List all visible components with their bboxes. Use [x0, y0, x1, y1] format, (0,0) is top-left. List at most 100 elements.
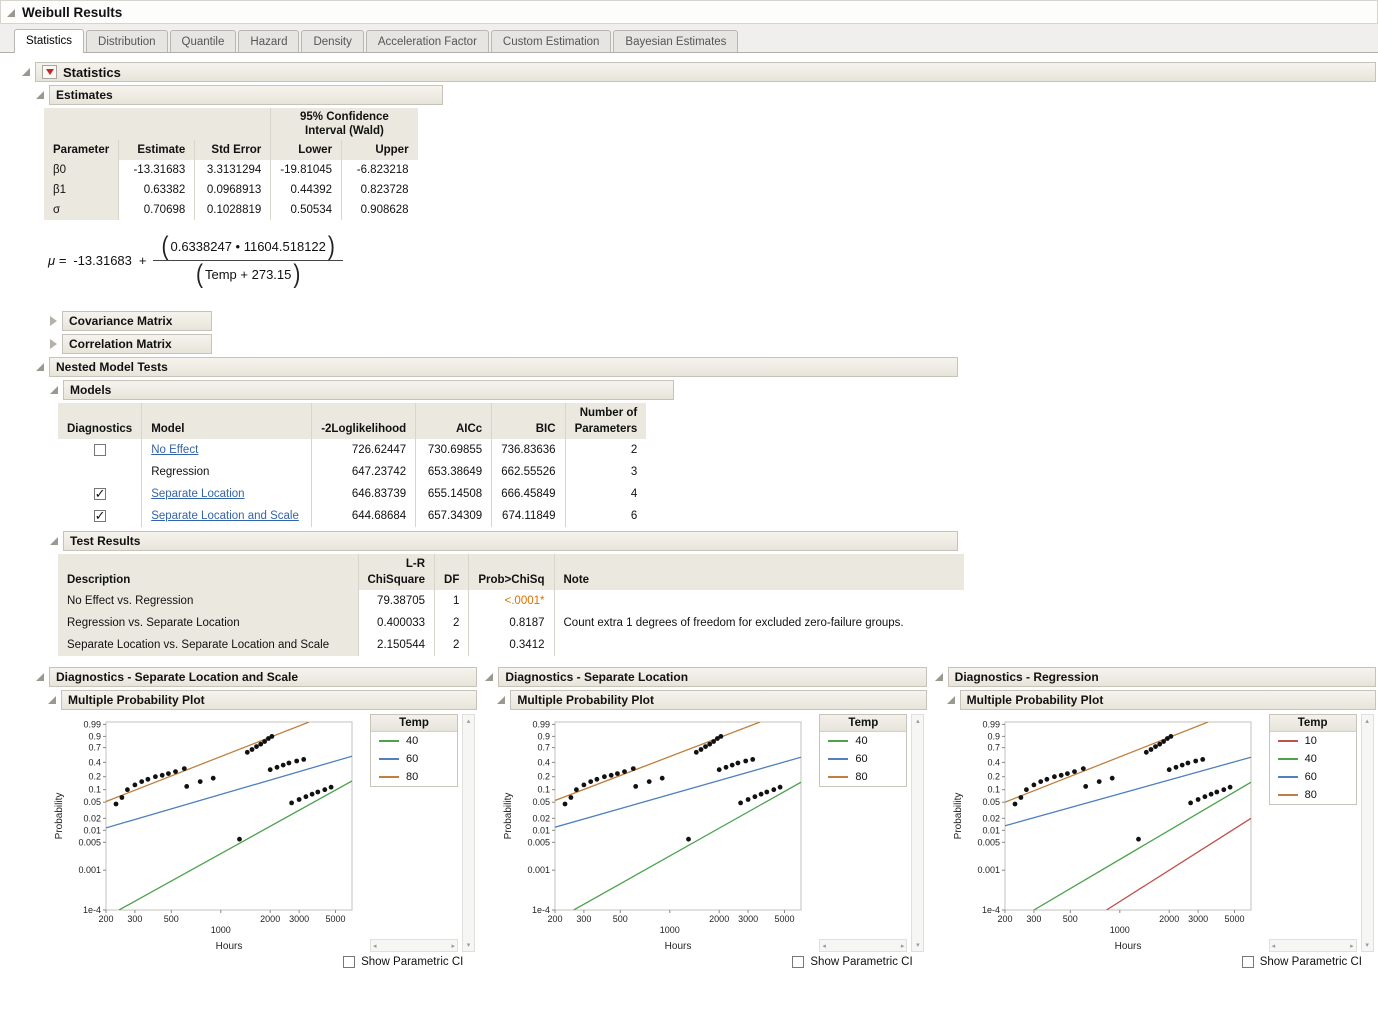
svg-text:Probability: Probability: [503, 793, 514, 840]
disclosure-triangle-icon[interactable]: [946, 696, 955, 704]
svg-text:Probability: Probability: [953, 793, 964, 840]
table-row: Regression vs. Separate Location 0.40003…: [58, 612, 964, 634]
tab-density[interactable]: Density: [301, 30, 364, 52]
probability-plot-svg[interactable]: 0.99 0.9 0.7 0.4 0.2 0.1 0.05 0.02 0.01 0.005 0.00…: [497, 714, 809, 952]
model-link[interactable]: Separate Location and Scale: [151, 510, 299, 522]
svg-text:1000: 1000: [660, 925, 680, 935]
red-triangle-menu-icon[interactable]: [42, 65, 57, 79]
diagnostics-checkbox[interactable]: [93, 485, 106, 503]
disclosure-triangle-icon[interactable]: [36, 363, 44, 371]
svg-text:2000: 2000: [710, 914, 730, 924]
probability-plot-svg[interactable]: 0.99 0.9 0.7 0.4 0.2 0.1 0.05 0.02 0.01 0.005 0.00…: [48, 714, 360, 952]
prob-value: 0.8187: [509, 617, 545, 629]
probability-plot[interactable]: 0.99 0.9 0.7 0.4 0.2 0.1 0.05 0.02 0.01 0.005 0.00…: [947, 714, 1259, 952]
tab-custom-estimation[interactable]: Custom Estimation: [490, 30, 612, 52]
svg-text:500: 500: [1062, 914, 1077, 924]
scroll-left-icon[interactable]: ◂: [822, 942, 826, 950]
scroll-right-icon[interactable]: ▸: [900, 942, 905, 950]
scroll-down-icon[interactable]: ▾: [916, 942, 920, 949]
svg-text:3000: 3000: [289, 914, 309, 924]
legend-title: Temp: [371, 715, 457, 732]
table-row: β1 0.63382 0.0968913 0.44392 0.823728: [44, 180, 418, 200]
scroll-right-icon[interactable]: ▸: [451, 942, 455, 950]
svg-text:0.7: 0.7: [987, 743, 1000, 753]
disclosure-triangle-icon[interactable]: [50, 537, 58, 545]
diagnostics-checkbox[interactable]: [93, 507, 106, 525]
scroll-down-icon[interactable]: ▾: [466, 942, 471, 949]
diagnostics-panel-regression: Diagnostics - Regression Multiple Probab…: [934, 664, 1376, 968]
scroll-left-icon[interactable]: ◂: [373, 942, 377, 950]
show-parametric-ci-checkbox[interactable]: [792, 956, 805, 968]
disclosure-triangle-icon[interactable]: [485, 673, 494, 681]
vertical-scrollbar[interactable]: ▴ ▾: [462, 714, 475, 952]
probability-plot[interactable]: 0.99 0.9 0.7 0.4 0.2 0.1 0.05 0.02 0.01 0.005 0.00…: [497, 714, 809, 952]
tab-bayesian-estimates[interactable]: Bayesian Estimates: [613, 30, 739, 52]
scroll-down-icon[interactable]: ▾: [1365, 942, 1369, 949]
legend-item[interactable]: 80: [371, 768, 457, 786]
tab-acceleration-factor[interactable]: Acceleration Factor: [365, 30, 489, 52]
horizontal-scrollbar[interactable]: ◂ ▸: [370, 939, 458, 952]
diagnostics-panel-separate-location: Diagnostics - Separate Location Multiple…: [485, 664, 927, 968]
diagnostics-panel-header: Diagnostics - Separate Location and Scal…: [49, 667, 478, 687]
svg-text:0.02: 0.02: [83, 813, 101, 823]
svg-text:Hours: Hours: [216, 941, 243, 952]
legend-item[interactable]: 10: [1270, 732, 1356, 750]
tab-quantile[interactable]: Quantile: [169, 30, 237, 52]
legend-title: Temp: [820, 715, 907, 732]
svg-text:0.05: 0.05: [83, 797, 101, 807]
show-parametric-ci-label: Show Parametric CI: [1259, 956, 1362, 968]
correlation-matrix-header[interactable]: Correlation Matrix: [62, 334, 212, 354]
series-label: 40: [406, 735, 419, 747]
tab-distribution[interactable]: Distribution: [86, 30, 168, 52]
tab-statistics[interactable]: Statistics: [14, 29, 85, 53]
show-parametric-ci-checkbox[interactable]: [1241, 956, 1254, 968]
scroll-right-icon[interactable]: ▸: [1350, 942, 1354, 950]
horizontal-scrollbar[interactable]: ◂ ▸: [1268, 939, 1357, 952]
scroll-up-icon[interactable]: ▴: [1365, 718, 1369, 725]
legend-item[interactable]: 60: [371, 750, 457, 768]
series-label: 60: [406, 753, 419, 765]
diagnostics-checkbox[interactable]: [93, 443, 106, 456]
model-link[interactable]: No Effect: [151, 444, 199, 456]
show-parametric-ci-label: Show Parametric CI: [810, 956, 913, 968]
disclosure-triangle-icon[interactable]: [497, 696, 506, 704]
disclosure-triangle-icon[interactable]: [36, 673, 44, 681]
scroll-left-icon[interactable]: ◂: [1271, 942, 1276, 950]
show-parametric-ci-checkbox[interactable]: [343, 956, 356, 968]
svg-text:2000: 2000: [260, 914, 280, 924]
scroll-up-icon[interactable]: ▴: [466, 718, 471, 725]
svg-text:200: 200: [98, 914, 113, 924]
horizontal-scrollbar[interactable]: ◂ ▸: [819, 939, 908, 952]
model-link[interactable]: Separate Location: [151, 488, 245, 500]
legend-item[interactable]: 60: [820, 750, 906, 768]
vertical-scrollbar[interactable]: ▴ ▾: [911, 714, 925, 952]
disclosure-triangle-icon[interactable]: [22, 68, 30, 76]
svg-text:0.001: 0.001: [78, 865, 101, 875]
tab-hazard[interactable]: Hazard: [238, 30, 300, 52]
vertical-scrollbar[interactable]: ▴ ▾: [1360, 714, 1374, 952]
prob-value: 0.3412: [509, 639, 545, 651]
show-parametric-ci-label: Show Parametric CI: [361, 956, 464, 968]
disclosure-triangle-icon[interactable]: [50, 386, 58, 394]
probability-plot-svg[interactable]: 0.99 0.9 0.7 0.4 0.2 0.1 0.05 0.02 0.01 0.005 0.00…: [947, 714, 1259, 952]
legend-item[interactable]: 40: [371, 732, 457, 750]
scroll-up-icon[interactable]: ▴: [916, 718, 920, 725]
probability-plot[interactable]: 0.99 0.9 0.7 0.4 0.2 0.1 0.05 0.02 0.01 0.005 0.00…: [48, 714, 360, 952]
legend-item[interactable]: 60: [1270, 768, 1356, 786]
svg-text:Probability: Probability: [54, 793, 65, 840]
disclosure-triangle-icon[interactable]: [48, 696, 56, 704]
legend-item[interactable]: 80: [1270, 786, 1356, 804]
disclosure-triangle-closed-icon[interactable]: [50, 316, 57, 326]
legend-item[interactable]: 80: [820, 768, 906, 786]
legend-item[interactable]: 40: [1270, 750, 1356, 768]
disclosure-triangle-closed-icon[interactable]: [50, 339, 57, 349]
svg-text:0.4: 0.4: [538, 757, 551, 767]
legend-item[interactable]: 40: [820, 732, 906, 750]
disclosure-triangle-icon[interactable]: [934, 673, 943, 681]
covariance-matrix-header[interactable]: Covariance Matrix: [62, 311, 212, 331]
disclosure-triangle-icon[interactable]: [36, 91, 44, 99]
disclosure-triangle-icon[interactable]: [7, 8, 15, 17]
series-color-swatch: [1277, 758, 1298, 760]
svg-text:0.05: 0.05: [533, 797, 551, 807]
svg-text:0.99: 0.99: [533, 719, 551, 729]
